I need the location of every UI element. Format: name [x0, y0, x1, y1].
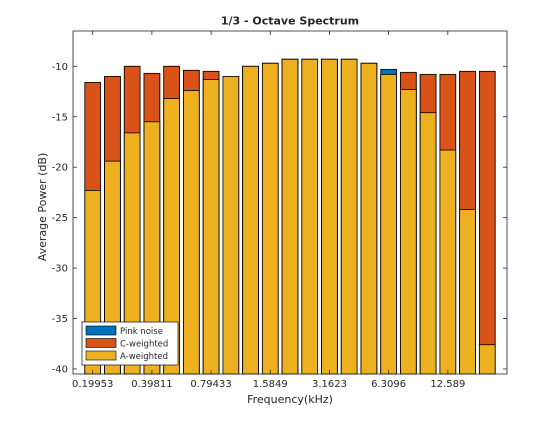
- bar-2-16: [400, 89, 417, 375]
- bar-2-9: [261, 62, 279, 375]
- y-tick-label: -35: [52, 314, 68, 325]
- chart-title: 1/3 - Octave Spectrum: [221, 15, 359, 28]
- bar-2-13: [340, 58, 358, 375]
- axes: -40 -35 -30 -25 -20 -15 -10 0.19953 0.39811 0.794…: [52, 30, 508, 390]
- bar-2-7: [222, 76, 240, 375]
- axes-box: [72, 30, 508, 375]
- x-tick-label: 0.19953: [72, 379, 113, 390]
- bar-2-19: [459, 209, 476, 375]
- legend: Pink noise C-weighted A-weighted: [81, 321, 179, 366]
- legend-label: A-weighted: [120, 352, 168, 362]
- x-tick-label: 3.1623: [312, 379, 347, 390]
- y-tick-label: -40: [52, 364, 68, 375]
- bar-2-8: [242, 65, 259, 375]
- x-tick-label: 0.39811: [131, 379, 172, 390]
- bar-2-15: [380, 73, 397, 375]
- x-tick-label: 0.79433: [190, 379, 231, 390]
- legend-swatch: [85, 338, 117, 348]
- y-tick-label: -30: [52, 264, 68, 275]
- bar-2-14: [360, 62, 378, 375]
- x-axis-label: Frequency(kHz): [247, 393, 333, 406]
- y-tick-label: -15: [52, 112, 68, 123]
- x-tick-label: 1.5849: [253, 379, 288, 390]
- y-tick-label: -25: [52, 213, 68, 224]
- bar-2-20: [478, 344, 496, 375]
- bar-2-10: [281, 58, 299, 375]
- bar-2-5: [183, 90, 200, 375]
- legend-swatch: [85, 350, 117, 361]
- x-tick-label: 12.589: [430, 379, 465, 390]
- bar-1-20: [478, 70, 496, 375]
- y-tick-label: -10: [52, 62, 68, 73]
- bar-2-11: [301, 58, 319, 375]
- legend-swatch: [85, 325, 117, 336]
- legend-label: Pink noise: [120, 327, 163, 337]
- y-tick-label: -20: [52, 163, 68, 174]
- bar-2-18: [439, 149, 457, 375]
- bar-2-12: [321, 58, 338, 375]
- y-axis-label: Average Power (dB): [36, 153, 49, 262]
- legend-label: C-weighted: [120, 340, 168, 350]
- x-tick-label: 6.3096: [371, 379, 406, 390]
- bar-2-17: [419, 112, 437, 375]
- bar-2-6: [202, 79, 220, 375]
